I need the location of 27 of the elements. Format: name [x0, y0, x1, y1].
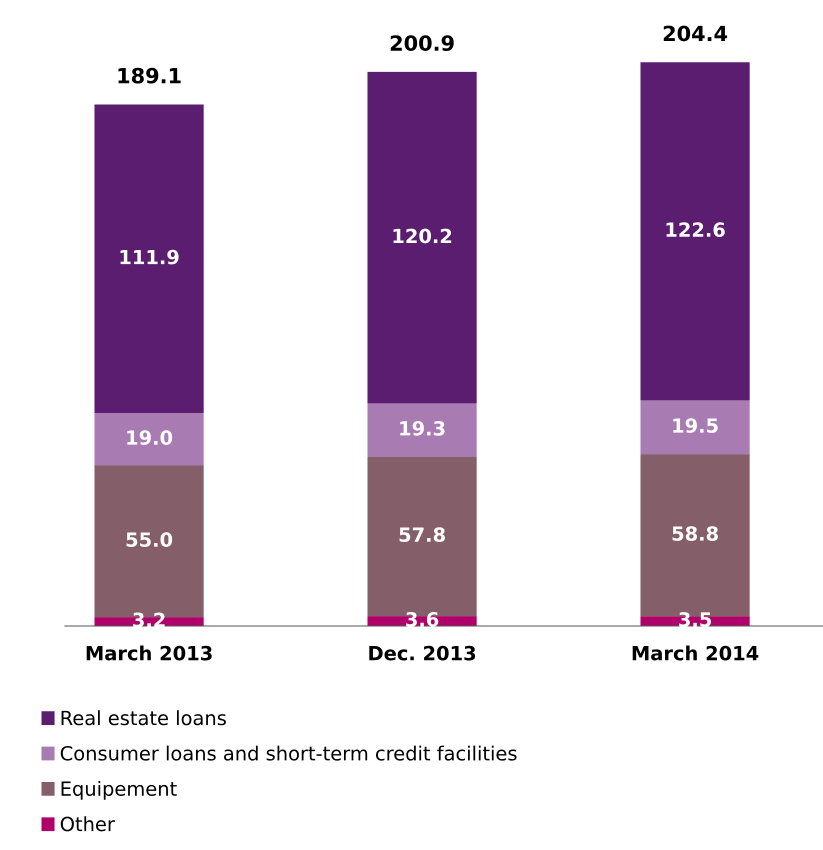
data-label: 19.0 — [127, 430, 172, 445]
data-label: 3.5 — [679, 612, 711, 627]
data-label: 19.3 — [400, 420, 445, 436]
legend-label: Equipement — [62, 780, 177, 800]
data-label: 55.0 — [126, 532, 172, 547]
legend-label: Consumer loans and short-term credit facilities — [60, 746, 517, 761]
data-label: 58.8 — [672, 526, 718, 541]
data-label: 120.2 — [394, 228, 452, 244]
data-label: 3.6 — [406, 612, 438, 627]
data-label: 57.8 — [400, 527, 445, 542]
x-tick-label: Dec. 2013 — [369, 646, 476, 660]
total-label: 189.1 — [118, 68, 181, 84]
bar — [94, 104, 204, 414]
bar — [367, 72, 477, 404]
x-tick-label: March 2013 — [86, 645, 212, 660]
bar — [640, 62, 750, 400]
x-tick-label: March 2014 — [632, 645, 758, 660]
bar — [367, 403, 477, 457]
data-label: 19.5 — [673, 418, 718, 433]
bar — [640, 400, 750, 454]
legend-label: Other — [60, 816, 115, 832]
legend-label: Real estate loans — [62, 710, 226, 726]
data-label: 111.9 — [120, 250, 179, 264]
total-label: 200.9 — [390, 35, 454, 51]
bar — [94, 413, 204, 466]
data-label: 122.6 — [666, 222, 725, 237]
total-label: 204.4 — [664, 26, 728, 42]
